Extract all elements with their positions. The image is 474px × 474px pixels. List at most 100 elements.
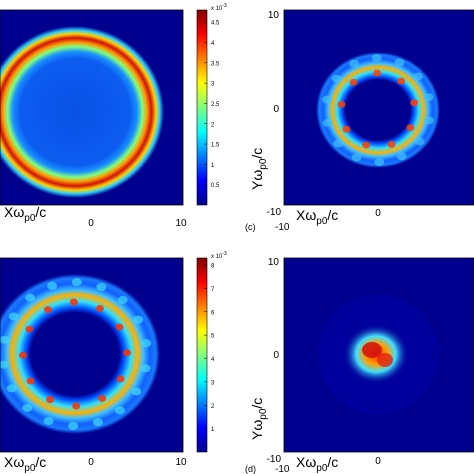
x-axis-label: Xωp0/c bbox=[4, 204, 46, 224]
colorbar-tick-label: 2 bbox=[211, 122, 215, 128]
x-axis-label: Xωp0/c bbox=[296, 207, 338, 227]
panel-bottom-left: 0 10 Xωp0/c bbox=[0, 257, 187, 474]
colorbar-tick-label: 7 bbox=[211, 287, 215, 293]
colorbar-tick-label: 1 bbox=[211, 163, 215, 169]
plot-frame bbox=[283, 257, 474, 453]
hotspot bbox=[140, 364, 151, 373]
x-axis-label: Xωp0/c bbox=[296, 454, 338, 474]
colorbar-tick-label: 3 bbox=[211, 82, 215, 88]
x-tick-label: 0 bbox=[375, 456, 381, 467]
svg-text:Xωp0/c: Xωp0/c bbox=[4, 454, 46, 474]
hot-core bbox=[362, 342, 382, 358]
hot-core bbox=[377, 353, 393, 367]
colorbar-tick-label: 1 bbox=[211, 427, 215, 433]
hotspot bbox=[117, 296, 128, 305]
hotspot bbox=[98, 394, 107, 402]
hotspot bbox=[349, 78, 358, 86]
x-tick-label: -10 bbox=[275, 464, 290, 474]
svg-text:Xωp0/c: Xωp0/c bbox=[296, 207, 338, 227]
hotspot bbox=[22, 403, 33, 412]
colorbar-tick-label: 0.5 bbox=[211, 183, 220, 189]
ring-hotspots bbox=[322, 54, 434, 166]
y-axis-label: Yωp0/c bbox=[249, 148, 269, 190]
hotspot bbox=[95, 304, 104, 312]
hotspot bbox=[6, 384, 17, 393]
hotspot bbox=[115, 323, 124, 331]
x-tick-label: 0 bbox=[88, 457, 94, 468]
svg-text:Yωp0/c: Yωp0/c bbox=[249, 148, 269, 190]
panel-top-right: 10 0 -10 0 Yωp0/c Xωp0/c (c) -10 bbox=[245, 9, 474, 233]
hotspot bbox=[371, 54, 382, 63]
hotspot bbox=[414, 137, 425, 146]
density-disc bbox=[0, 274, 160, 434]
hotspot bbox=[133, 315, 144, 324]
hotspot bbox=[423, 93, 434, 102]
colorbar-tick-label: 2 bbox=[211, 404, 215, 410]
hotspot bbox=[26, 377, 35, 385]
svg-text:Xωp0/c: Xωp0/c bbox=[296, 454, 338, 474]
hotspot bbox=[43, 306, 52, 314]
colorbar-bottom: x 10-3 1 2 3 4 5 6 7 8 bbox=[196, 251, 227, 453]
hotspot bbox=[0, 360, 9, 369]
hotspot bbox=[394, 58, 405, 67]
colorbar bbox=[196, 257, 208, 453]
panel-bottom-right: 10 0 -10 0 Yωp0/c Xωp0/c (d) -10 bbox=[245, 257, 474, 474]
hotspot bbox=[116, 375, 125, 383]
hotspot bbox=[8, 312, 19, 321]
y-tick-label: 10 bbox=[268, 257, 280, 268]
hotspot bbox=[349, 59, 360, 68]
hotspot bbox=[92, 418, 103, 427]
colorbar-tick-label: 4.5 bbox=[211, 21, 220, 27]
hotspot bbox=[412, 72, 423, 81]
hotspot bbox=[69, 298, 78, 306]
hotspot bbox=[387, 140, 396, 148]
svg-text:Xωp0/c: Xωp0/c bbox=[4, 204, 46, 224]
hotspot bbox=[423, 116, 434, 125]
hotspot bbox=[351, 153, 362, 162]
hotspot bbox=[72, 402, 81, 410]
hotspot bbox=[374, 157, 385, 166]
y-tick-label: -10 bbox=[267, 207, 282, 218]
colorbar-top: x 10-3 0.5 1 1.5 2 2.5 3 3.5 4 4.5 bbox=[196, 3, 227, 206]
x-tick-label: 10 bbox=[175, 457, 187, 468]
hotspot bbox=[397, 77, 406, 85]
plot-frame bbox=[0, 9, 184, 206]
hotspot bbox=[47, 281, 58, 290]
hotspot bbox=[25, 293, 36, 302]
hotspot bbox=[322, 118, 333, 127]
colorbar-multiplier: x 10-3 bbox=[211, 251, 227, 260]
hotspot bbox=[131, 387, 142, 396]
hotspot bbox=[68, 421, 79, 430]
plot-frame bbox=[283, 9, 474, 206]
svg-text:Yωp0/c: Yωp0/c bbox=[249, 398, 269, 440]
hotspot bbox=[43, 417, 54, 426]
hotspot bbox=[19, 351, 28, 359]
colorbar-tick-label: 1.5 bbox=[211, 143, 220, 149]
x-tick-label: 0 bbox=[88, 218, 94, 229]
hotspot bbox=[96, 282, 107, 291]
hotspot bbox=[114, 406, 125, 415]
x-axis-label: Xωp0/c bbox=[4, 454, 46, 474]
colorbar-tick-label: 3.5 bbox=[211, 61, 220, 67]
panel-label: (c) bbox=[245, 222, 256, 232]
hotspot bbox=[122, 349, 131, 357]
x-tick-label: -10 bbox=[275, 222, 290, 233]
x-tick-label: 10 bbox=[175, 218, 187, 229]
hotspot bbox=[410, 99, 419, 107]
colorbar-tick-label: 6 bbox=[211, 310, 215, 316]
ring-hotspots bbox=[0, 278, 152, 430]
hotspot bbox=[0, 335, 10, 344]
y-tick-label: 0 bbox=[273, 350, 279, 361]
colorbar-tick-label: 4 bbox=[211, 41, 215, 47]
y-tick-label: 10 bbox=[268, 10, 280, 21]
hotspot bbox=[71, 278, 82, 287]
y-axis-label: Yωp0/c bbox=[249, 398, 269, 440]
hotspot bbox=[396, 152, 407, 161]
colorbar bbox=[196, 9, 208, 206]
hotspot bbox=[331, 74, 342, 83]
plot-frame bbox=[0, 257, 184, 453]
hotspot bbox=[406, 124, 415, 132]
colorbar-multiplier: x 10-3 bbox=[211, 3, 227, 12]
panel-top-left: 0 10 Xωp0/c bbox=[0, 9, 187, 229]
